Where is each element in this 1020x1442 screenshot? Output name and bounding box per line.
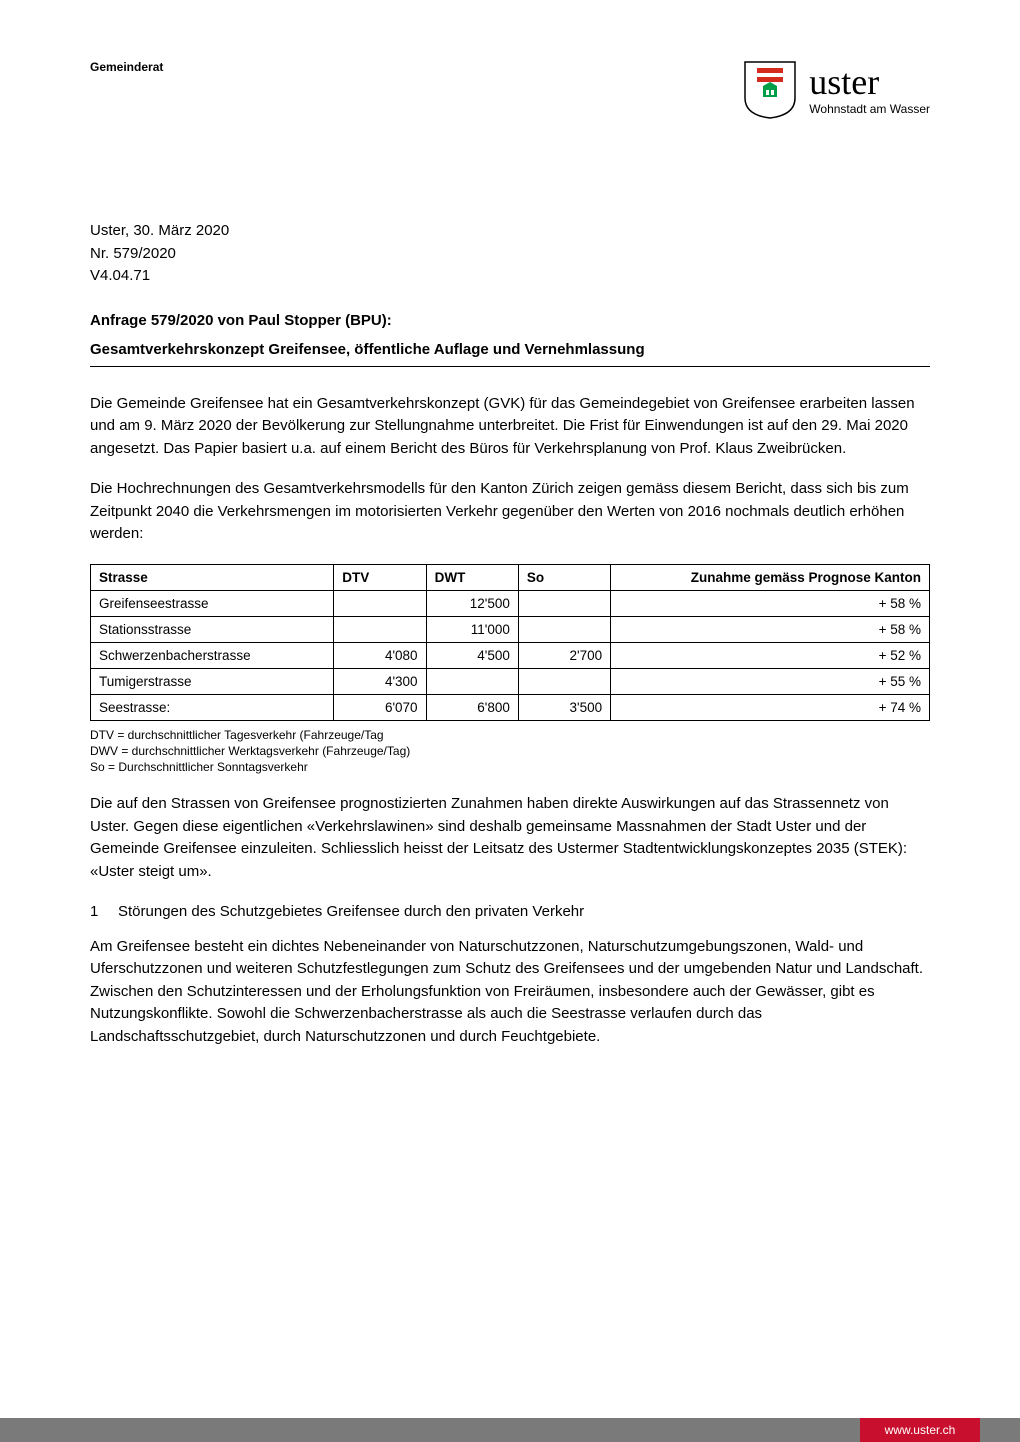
paragraph-2: Die Hochrechnungen des Gesamtverkehrsmod… [90, 478, 930, 546]
legend-line: So = Durchschnittlicher Sonntagsverkehr [90, 759, 930, 775]
legend-line: DTV = durchschnittlicher Tagesverkehr (F… [90, 727, 930, 743]
table-row: Greifenseestrasse 12'500 + 58 % [91, 590, 930, 616]
col-prognose: Zunahme gemäss Prognose Kanton [611, 564, 930, 590]
place-date: Uster, 30. März 2020 [90, 220, 930, 243]
table-header-row: Strasse DTV DWT So Zunahme gemäss Progno… [91, 564, 930, 590]
logo-sub-text: Wohnstadt am Wasser [809, 102, 930, 116]
logo-main-text: uster [809, 64, 930, 100]
date-block: Uster, 30. März 2020 Nr. 579/2020 V4.04.… [90, 220, 930, 288]
table-row: Stationsstrasse 11'000 + 58 % [91, 616, 930, 642]
org-name: Gemeinderat [90, 60, 163, 74]
footer-url: www.uster.ch [860, 1418, 980, 1442]
col-dtv: DTV [334, 564, 426, 590]
col-strasse: Strasse [91, 564, 334, 590]
document-subtitle: Gesamtverkehrskonzept Greifensee, öffent… [90, 341, 930, 358]
title-rule [90, 366, 930, 367]
paragraph-3: Die auf den Strassen von Greifensee prog… [90, 793, 930, 883]
legend-line: DWV = durchschnittlicher Werktagsverkehr… [90, 743, 930, 759]
section-heading-1: 1 Störungen des Schutzgebietes Greifense… [90, 901, 930, 924]
col-so: So [518, 564, 610, 590]
table-legend: DTV = durchschnittlicher Tagesverkehr (F… [90, 727, 930, 776]
logo: uster Wohnstadt am Wasser [743, 60, 930, 120]
table-row: Seestrasse: 6'070 6'800 3'500 + 74 % [91, 694, 930, 720]
footer-bar: www.uster.ch [0, 1418, 1020, 1442]
doc-code: V4.04.71 [90, 265, 930, 288]
col-dwt: DWT [426, 564, 518, 590]
section-number: 1 [90, 901, 118, 924]
shield-icon [743, 60, 797, 120]
section-title: Störungen des Schutzgebietes Greifensee … [118, 901, 584, 924]
paragraph-1: Die Gemeinde Greifensee hat ein Gesamtve… [90, 393, 930, 461]
table-row: Tumigerstrasse 4'300 + 55 % [91, 668, 930, 694]
page-header: Gemeinderat uster Wohnstadt am Wasser [90, 60, 930, 120]
table-row: Schwerzenbacherstrasse 4'080 4'500 2'700… [91, 642, 930, 668]
document-title: Anfrage 579/2020 von Paul Stopper (BPU): [90, 312, 930, 329]
traffic-table: Strasse DTV DWT So Zunahme gemäss Progno… [90, 564, 930, 721]
doc-number: Nr. 579/2020 [90, 243, 930, 266]
paragraph-4: Am Greifensee besteht ein dichtes Nebene… [90, 936, 930, 1049]
